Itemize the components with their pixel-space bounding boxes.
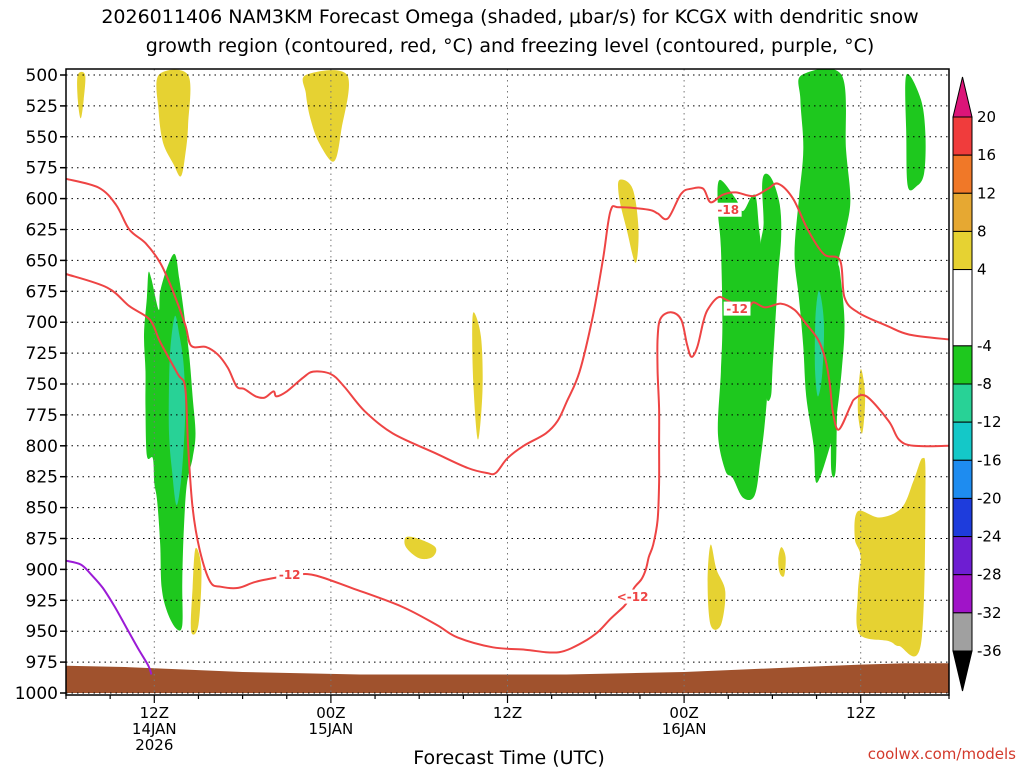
chart-title-line2: growth region (contoured, red, °C) and f… bbox=[146, 35, 875, 57]
red-contour-upper bbox=[65, 177, 950, 476]
contour-label-1: -12 bbox=[726, 302, 748, 316]
yellow-region-c bbox=[302, 70, 349, 162]
chart-title-line1: 2026011406 NAM3KM Forecast Omega (shaded… bbox=[101, 6, 918, 28]
y-tick-label-975: 975 bbox=[26, 653, 58, 673]
colorbar-tick-12: 12 bbox=[977, 184, 996, 202]
colorbar-bin-1 bbox=[952, 154, 973, 194]
source-watermark: coolwx.com/models bbox=[868, 745, 1016, 763]
colorbar-bin-12 bbox=[952, 612, 973, 652]
y-tick-label-625: 625 bbox=[26, 221, 58, 241]
colorbar-tick--20: -20 bbox=[977, 489, 1002, 507]
plot-area: -18 -12 -12 <-12 bbox=[65, 68, 950, 696]
contour-label-bg-0 bbox=[714, 202, 742, 217]
colorbar-tick--32: -32 bbox=[977, 604, 1002, 622]
colorbar-tick-8: 8 bbox=[977, 222, 987, 240]
y-tick-label-875: 875 bbox=[26, 530, 58, 550]
x-axis-label: Forecast Time (UTC) bbox=[413, 747, 604, 768]
colorbar-tick-4: 4 bbox=[977, 261, 987, 279]
red-contour-lower bbox=[65, 273, 950, 654]
x-tick-label-36-0: 12Z bbox=[493, 704, 522, 722]
y-tick-label-775: 775 bbox=[26, 406, 58, 426]
x-tick-label-12-0: 12Z bbox=[140, 704, 169, 722]
y-tick-label-1000: 1000 bbox=[15, 684, 58, 704]
x-tick-label-24-1: 15JAN bbox=[309, 720, 354, 738]
yellow-region-b bbox=[156, 69, 191, 177]
contour-layer: -18 -12 -12 <-12 bbox=[65, 177, 950, 675]
colorbar-tick--28: -28 bbox=[977, 566, 1002, 584]
yellow-region-a bbox=[77, 71, 86, 119]
contour-label-bg-1 bbox=[723, 301, 751, 316]
y-tick-label-900: 900 bbox=[26, 560, 58, 580]
y-tick-label-650: 650 bbox=[26, 251, 58, 271]
y-tick-label-825: 825 bbox=[26, 468, 58, 488]
gridlines bbox=[66, 69, 949, 695]
colorbar-bin-0 bbox=[952, 116, 973, 156]
green-region-d bbox=[760, 173, 782, 402]
yellow-region-g bbox=[404, 536, 437, 560]
colorbar-bin-6 bbox=[952, 383, 973, 423]
x-tick-label-24-0: 00Z bbox=[316, 704, 345, 722]
colorbar-bin-8 bbox=[952, 459, 973, 499]
x-tick-label-48-1: 16JAN bbox=[662, 720, 707, 738]
x-tick-label-12-1: 14JAN bbox=[132, 720, 177, 738]
omega-colorbar: 20 16 12 8 4 -4 -8 -12 -16 -20 -24 -28 -32 -36 bbox=[952, 76, 1002, 692]
y-tick-label-575: 575 bbox=[26, 159, 58, 179]
colorbar-bin-3 bbox=[952, 230, 973, 271]
colorbar-bin-4 bbox=[952, 269, 973, 347]
pressure-axis: 500 525 550 575 600 625 650 675 700 725 750 775 800 8… bbox=[15, 66, 66, 704]
contour-label-2: -12 bbox=[279, 568, 301, 582]
yellow-region-d bbox=[617, 179, 639, 263]
y-tick-label-600: 600 bbox=[26, 190, 58, 210]
y-tick-label-800: 800 bbox=[26, 437, 58, 457]
colorbar-bin-5 bbox=[952, 345, 973, 385]
colorbar-tick--12: -12 bbox=[977, 413, 1002, 431]
y-tick-label-550: 550 bbox=[26, 128, 58, 148]
colorbar-tick--24: -24 bbox=[977, 528, 1002, 546]
x-tick-label-60-0: 12Z bbox=[846, 704, 875, 722]
y-tick-label-925: 925 bbox=[26, 591, 58, 611]
colorbar-bin-10 bbox=[952, 536, 973, 576]
y-tick-label-725: 725 bbox=[26, 344, 58, 364]
colorbar-bin-7 bbox=[952, 421, 973, 461]
colorbar-tick--4: -4 bbox=[977, 337, 992, 355]
colorbar-tick-16: 16 bbox=[977, 146, 996, 164]
colorbar-bottom-arrow bbox=[952, 650, 973, 692]
x-tick-label-48-0: 00Z bbox=[669, 704, 698, 722]
green-region-e bbox=[905, 73, 926, 191]
contour-label-3: <-12 bbox=[617, 590, 649, 604]
y-tick-label-675: 675 bbox=[26, 282, 58, 302]
yellow-region-i bbox=[778, 547, 786, 577]
contour-label-0: -18 bbox=[717, 203, 739, 217]
yellow-region-e bbox=[472, 312, 483, 440]
colorbar-tick-20: 20 bbox=[977, 108, 996, 126]
yellow-region-h bbox=[707, 544, 726, 630]
green-region-c bbox=[717, 179, 769, 501]
purple-contour bbox=[65, 559, 153, 675]
colorbar-bin-2 bbox=[952, 192, 973, 232]
colorbar-bin-9 bbox=[952, 497, 973, 538]
y-tick-label-950: 950 bbox=[26, 622, 58, 642]
y-tick-label-750: 750 bbox=[26, 375, 58, 395]
colorbar-tick--36: -36 bbox=[977, 642, 1002, 660]
colorbar-tick--16: -16 bbox=[977, 451, 1002, 469]
y-tick-label-525: 525 bbox=[26, 97, 58, 117]
y-tick-label-700: 700 bbox=[26, 313, 58, 333]
colorbar-top-arrow bbox=[952, 76, 973, 118]
yellow-region-k bbox=[857, 369, 866, 434]
green-region-g bbox=[830, 292, 841, 478]
y-tick-label-500: 500 bbox=[26, 66, 58, 86]
contour-label-bg-3 bbox=[615, 589, 650, 604]
colorbar-bin-11 bbox=[952, 574, 973, 614]
terrain-layer bbox=[66, 663, 949, 693]
y-tick-label-850: 850 bbox=[26, 499, 58, 519]
x-tick-label-12-2: 2026 bbox=[135, 736, 173, 754]
colorbar-tick--8: -8 bbox=[977, 375, 992, 393]
terrain-band bbox=[66, 663, 949, 693]
contour-label-bg-2 bbox=[276, 567, 304, 582]
